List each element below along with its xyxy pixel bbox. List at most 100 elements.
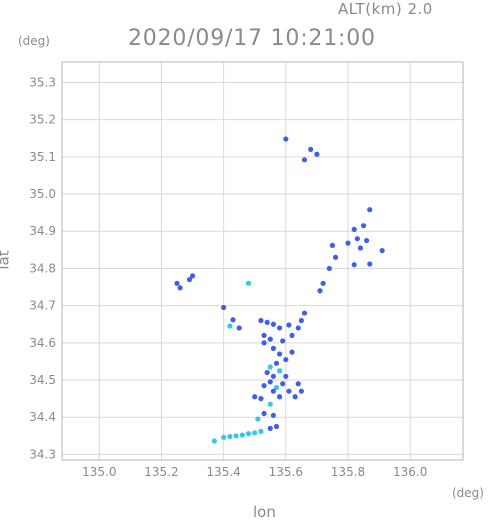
echo-point [276,325,283,331]
echo-point [186,276,193,283]
echo-point [267,364,273,370]
echo-point [189,273,196,279]
echo-point [221,434,227,440]
y-tick-label: 35.2 [29,113,56,127]
echo-point [329,242,336,248]
echo-point [314,151,320,157]
echo-point [221,304,227,311]
echo-point [261,332,267,338]
echo-point [326,265,332,272]
echo-point [230,317,236,323]
echo-point [267,336,273,342]
echo-point [332,254,339,260]
echo-point [270,388,276,394]
x-tick-label: 135.8 [331,465,365,479]
x-tick-label: 135.6 [269,465,303,479]
echo-point [258,396,264,402]
echo-point [267,425,273,431]
echo-point [367,261,373,267]
timestamp-title: 2020/09/17 10:21:00 [128,26,376,51]
echo-point [351,226,357,232]
echo-point [301,310,308,316]
echo-point [264,319,270,325]
echo-point [252,430,258,436]
echo-point [227,433,233,440]
echo-point [255,416,261,422]
x-axis-label: lon [253,503,276,521]
echo-point [286,388,292,394]
echo-point [245,430,252,437]
echo-point [298,317,304,324]
y-tick-label: 35.1 [29,150,56,164]
echo-point [298,388,304,394]
echo-point [261,383,267,389]
echo-point [211,438,217,444]
y-tick-label: 34.6 [29,336,56,350]
echo-point [174,280,180,286]
echo-point [289,349,295,355]
echo-point [283,373,289,379]
echo-point [360,223,367,229]
echo-point [273,360,280,366]
echo-point [233,433,239,439]
echo-point [308,146,314,153]
echo-point [295,381,301,387]
y-tick-label: 34.3 [29,447,56,461]
y-tick-label: 35.0 [29,187,56,201]
echo-point [264,369,270,376]
echo-point [367,207,373,213]
x-tick-label: 135.0 [82,465,116,479]
x-tick-label: 136.0 [393,465,427,479]
echo-point [261,410,267,417]
y-tick-label: 34.8 [29,261,56,275]
axis-ticks: 135.0 135.2 135.4 135.6 135.8 136.0 34.3 34.4 34… [29,75,427,479]
echo-point [364,237,370,244]
echo-point [258,428,264,434]
echo-point [245,280,252,286]
echo-point [236,325,242,331]
echo-point [320,280,326,286]
echo-point [270,373,276,379]
echo-point [283,136,289,142]
echo-point [270,412,276,418]
echo-point [177,285,183,291]
echo-point [267,401,273,407]
echo-point [270,321,276,327]
echo-point [354,236,360,242]
echo-point [317,288,323,294]
y-tick-label: 34.5 [29,373,56,387]
grid-lines [62,62,463,460]
echo-point [295,325,301,331]
echo-point [357,245,364,251]
y-axis-unit: (deg) [18,34,50,48]
echo-point [261,340,267,346]
echo-point [301,157,308,163]
echo-point [273,423,280,430]
y-tick-label: 34.9 [29,224,56,238]
x-tick-label: 135.4 [206,465,240,479]
echo-point [270,345,276,352]
y-tick-label: 34.7 [29,299,56,313]
y-tick-label: 35.3 [29,75,56,89]
echo-point [351,262,357,268]
plot-frame [61,61,464,461]
echo-point [292,394,298,400]
echo-point [276,351,283,357]
echo-point [276,394,283,400]
y-tick-label: 34.4 [29,410,56,424]
echo-point [258,317,264,324]
echo-point [239,432,245,438]
echo-point [283,356,289,363]
echo-point [379,247,385,254]
echo-point [286,322,292,328]
echo-point [280,338,286,344]
echo-point [280,381,286,387]
echo-point [273,384,280,391]
x-axis-unit: (deg) [452,486,484,500]
echo-point [345,240,351,246]
data-points [174,136,385,444]
echo-point [227,323,233,329]
echo-point [252,394,258,400]
x-tick-label: 135.2 [144,465,178,479]
